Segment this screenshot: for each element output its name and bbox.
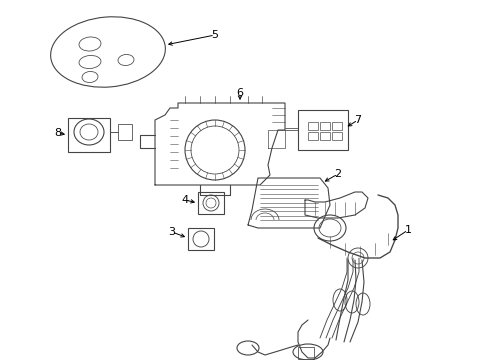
Bar [332,122,342,130]
Text: 3: 3 [169,227,175,237]
Text: 1: 1 [405,225,412,235]
Text: 7: 7 [354,115,362,125]
Text: 6: 6 [237,88,244,98]
Bar [118,124,132,140]
Bar [308,122,318,130]
Bar [332,132,342,140]
Bar [320,122,330,130]
Bar [188,228,214,250]
Bar [298,347,314,359]
Bar [308,132,318,140]
Bar [320,132,330,140]
Bar [68,118,110,152]
Bar [198,192,224,214]
Text: 8: 8 [54,128,62,138]
Bar [298,110,348,150]
Text: 5: 5 [212,30,219,40]
Text: 2: 2 [335,169,342,179]
Text: 4: 4 [181,195,189,205]
